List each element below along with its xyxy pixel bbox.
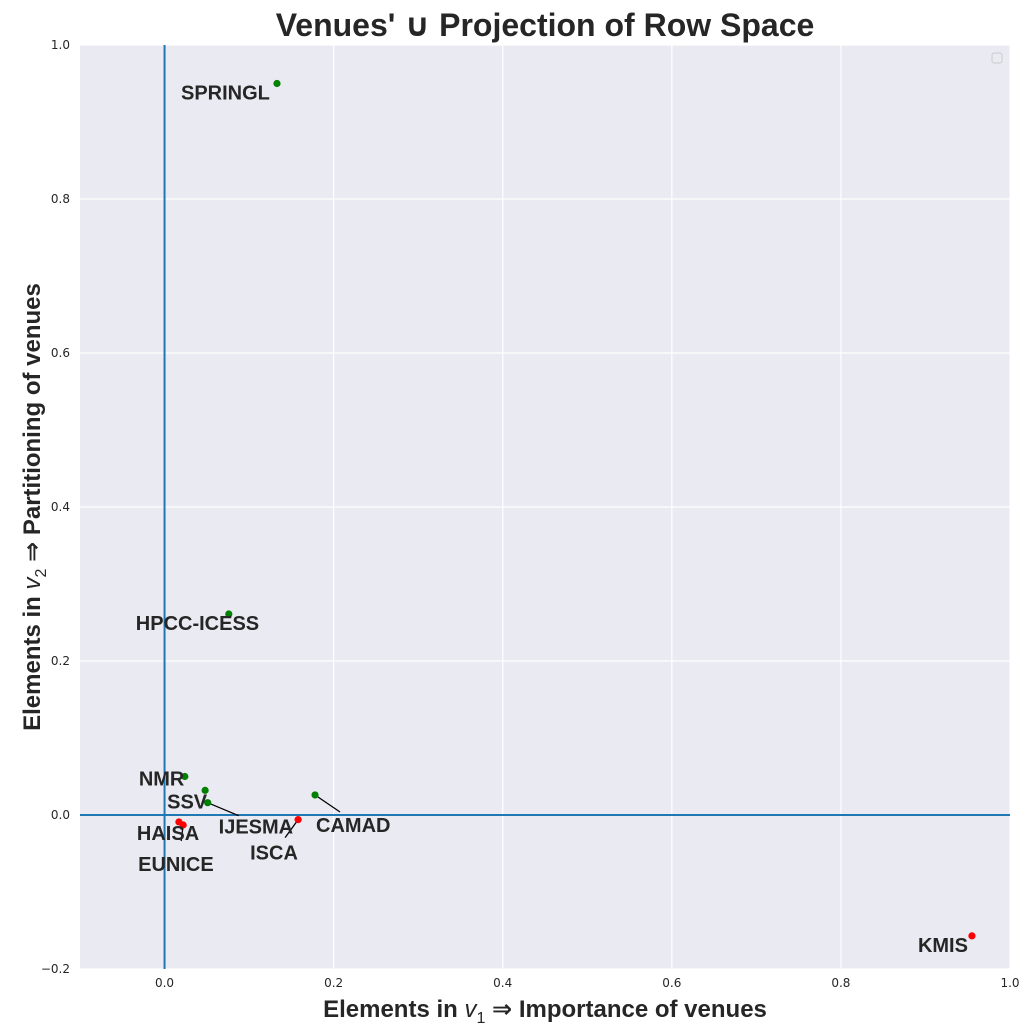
point-kmis [968,932,976,940]
y-tick-label: 0.8 [51,192,70,206]
y-tick-label: 0.4 [51,500,70,514]
point-springl [273,79,281,88]
point-label-ijesma: IJESMA [219,817,293,839]
x-tick-label: 0.2 [324,976,343,990]
y-tick-label: 1.0 [51,38,70,52]
point-label-springl: SPRINGL [181,83,270,105]
point-hpcc-icess [225,610,233,618]
point-label-haisa: HAISA [137,823,199,845]
reference-lines [80,45,1010,969]
leader-line-isca [284,819,299,839]
y-axis-label: Elements in v2 ⇒ Partitioning of venues [19,283,50,731]
point-label-camad: CAMAD [316,815,390,837]
point-label-nmr: NMR [139,769,185,791]
x-tick-label: 1.0 [1000,976,1019,990]
chart-title: Venues' ∪ Projection of Row Space [276,7,815,43]
point-isca [294,816,302,824]
point-label-isca: ISCA [250,843,298,865]
leader-line-camad [314,794,341,813]
point-camad [311,791,319,799]
y-tick-label: −0.2 [41,962,70,976]
point-ijesma [204,799,212,807]
y-tick-label: 0.2 [51,654,70,668]
leader-line-ijesma [207,802,239,817]
tick-labels: 0.0 0.2 0.4 0.6 0.8 1.0 −0.2 0.0 0.2 0.4 0.6 0.8 1.0 [41,38,1020,990]
y-tick-label: 0.0 [51,808,70,822]
x-tick-label: 0.4 [493,976,512,990]
x-tick-label: 0.0 [155,976,174,990]
x-tick-label: 0.8 [831,976,850,990]
point-label-kmis: KMIS [918,935,968,957]
x-tick-label: 0.6 [662,976,681,990]
x-axis-label: Elements in v1 ⇒ Importance of venues [323,996,767,1027]
data-points [175,79,976,940]
y-tick-label: 0.6 [51,346,70,360]
legend-box [991,52,1003,64]
point-eunice [179,821,187,829]
point-ssv [201,786,209,794]
point-label-hpcc-icess: HPCC-ICESS [136,613,259,635]
point-label-eunice: EUNICE [138,854,214,876]
point-nmr [181,772,189,781]
point-label-ssv: SSV [167,791,208,813]
